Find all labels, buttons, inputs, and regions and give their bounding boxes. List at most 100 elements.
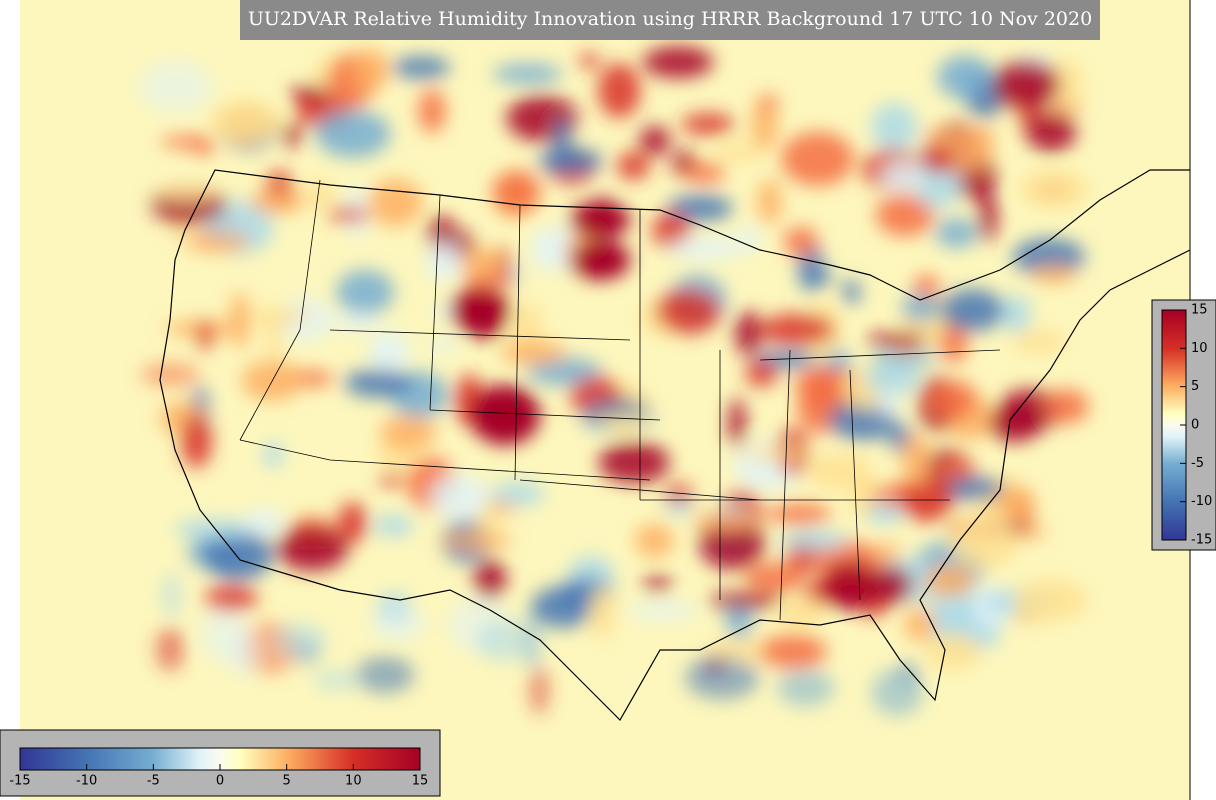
field-blob — [184, 234, 251, 252]
field-blob — [994, 486, 1035, 519]
field-blob — [327, 207, 370, 222]
field-blob — [924, 564, 974, 597]
field-blob — [864, 362, 921, 395]
field-blob — [274, 622, 326, 659]
field-blob — [473, 558, 507, 600]
colorbar-tick-label: -5 — [1191, 456, 1204, 471]
colorbar-tick-label: -5 — [147, 774, 160, 789]
field-blob — [475, 619, 535, 662]
field-blob — [777, 669, 835, 707]
field-blob — [864, 503, 905, 524]
field-blob — [925, 632, 981, 671]
field-blob — [815, 270, 833, 285]
colorbar-tick-label: -15 — [9, 774, 30, 789]
field-blob — [426, 240, 462, 281]
colorbar-tick-label: -10 — [76, 774, 97, 789]
field-blob — [616, 151, 650, 180]
field-blob — [265, 304, 283, 361]
field-blob — [197, 320, 214, 351]
field-blob — [681, 113, 735, 136]
field-blob — [634, 523, 674, 558]
field-blob — [155, 627, 185, 672]
field-blob — [379, 415, 437, 450]
field-blob — [757, 179, 782, 225]
field-blob — [939, 323, 968, 364]
field-blob — [992, 60, 1061, 110]
field-blob — [735, 311, 762, 357]
field-blob — [937, 476, 1005, 501]
field-blob — [537, 148, 603, 174]
coastline — [159, 249, 1190, 721]
field-blob — [368, 178, 423, 227]
colorbar-tick-label: 0 — [1191, 418, 1199, 433]
field-blob — [332, 314, 382, 330]
field-blob — [751, 100, 779, 150]
field-blob — [759, 313, 835, 346]
field-blob — [925, 379, 978, 420]
field-blob — [290, 85, 329, 102]
field-blob — [707, 592, 782, 609]
colorbar-tick-label: 0 — [216, 774, 224, 789]
field-blob — [794, 366, 854, 405]
field-blob — [744, 563, 805, 593]
field-blob — [344, 369, 413, 398]
field-blob — [871, 669, 924, 716]
field-blob — [391, 56, 451, 79]
field-blob — [781, 131, 855, 186]
field-blob — [336, 269, 395, 315]
field-blob — [728, 398, 746, 449]
field-blob — [492, 64, 563, 84]
field-blob — [140, 362, 200, 387]
title: UU2DVAR Relative Humidity Innovation usi… — [248, 8, 1092, 30]
field-blob — [759, 634, 827, 669]
field-blob — [685, 656, 759, 700]
field-blob — [901, 293, 941, 322]
field-blob — [877, 393, 901, 416]
field-blob — [174, 519, 251, 540]
field-blob — [1013, 579, 1088, 622]
field-blob — [652, 211, 691, 250]
field-blob — [578, 53, 600, 68]
field-blob — [251, 307, 313, 325]
field-blob — [312, 670, 363, 690]
field-blob — [570, 240, 630, 280]
field-blob — [988, 405, 1041, 443]
field-blob — [491, 482, 545, 506]
field-blob — [901, 433, 931, 487]
field-blob — [229, 292, 251, 349]
field-blob — [691, 512, 762, 532]
field-blob — [249, 190, 306, 214]
field-blob — [937, 55, 994, 100]
field-blob — [306, 179, 335, 210]
title-box — [240, 0, 1100, 40]
field-blob — [656, 288, 721, 335]
field-blob — [460, 248, 507, 277]
field-blob — [242, 509, 284, 536]
field-blob — [355, 656, 415, 694]
colorbar-tick-label: 10 — [1191, 341, 1208, 356]
field-blob — [783, 226, 819, 257]
field-blob — [500, 340, 567, 365]
field-blob — [209, 101, 282, 143]
field-blob — [768, 503, 832, 525]
field-blob — [1019, 169, 1089, 209]
colorbar-tick-label: 5 — [283, 774, 291, 789]
state-lines — [239, 179, 1001, 621]
field-blob — [153, 185, 219, 202]
field-blob — [441, 531, 512, 550]
field-blob — [598, 441, 670, 484]
field-blob — [373, 514, 414, 537]
colorbar-tick-label: 15 — [412, 774, 429, 789]
field-blob — [162, 571, 181, 618]
field-blob — [776, 598, 826, 629]
field-blob — [780, 530, 849, 551]
field-blob — [940, 289, 1005, 332]
field-blob — [806, 452, 871, 490]
field-blob — [643, 576, 672, 592]
field-blob — [160, 135, 213, 149]
field-blob — [1026, 112, 1076, 153]
field-blob — [430, 474, 489, 519]
field-blob — [512, 302, 543, 351]
field-blob — [589, 585, 616, 640]
